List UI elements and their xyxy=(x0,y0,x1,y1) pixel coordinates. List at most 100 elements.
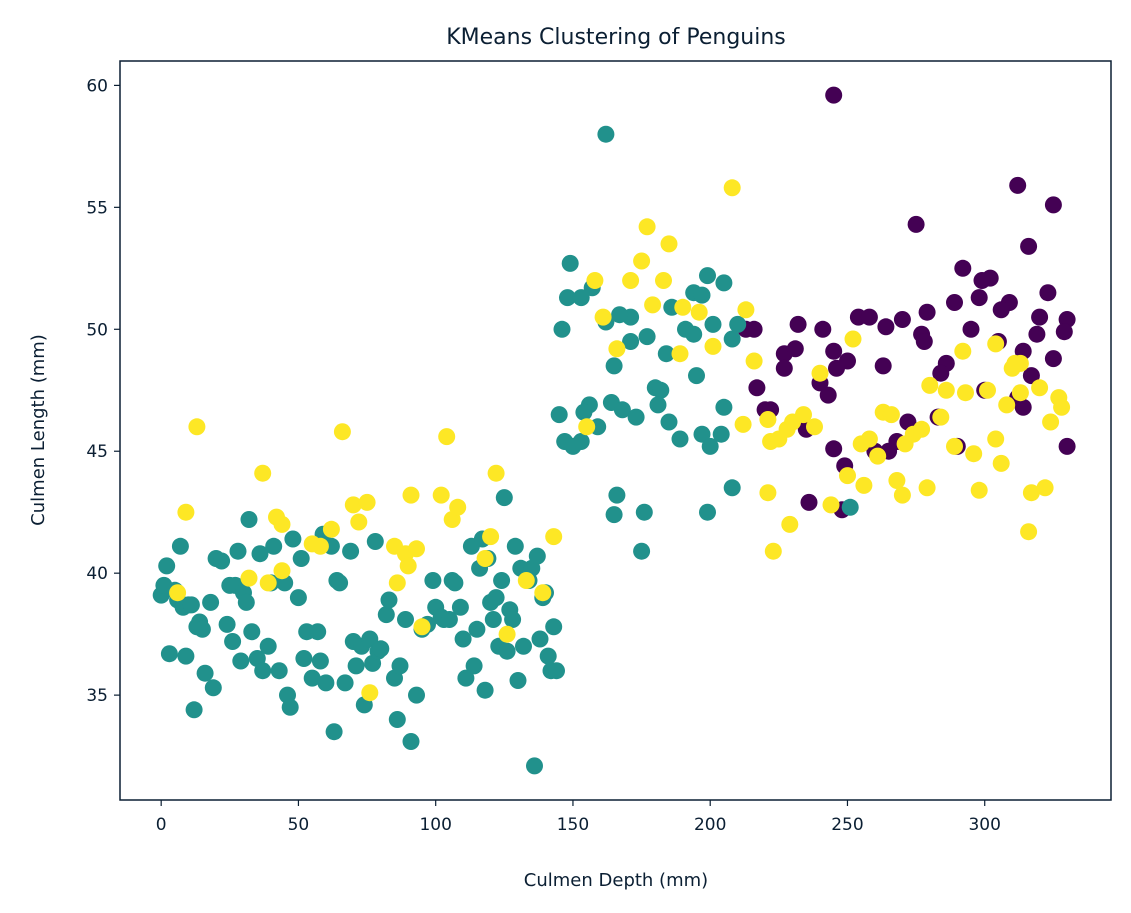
data-point xyxy=(759,411,777,428)
data-point xyxy=(979,381,996,399)
data-point xyxy=(413,618,431,636)
data-point xyxy=(729,315,747,333)
data-point xyxy=(1031,308,1049,326)
data-point xyxy=(825,342,843,360)
data-point xyxy=(402,733,420,750)
data-point xyxy=(397,611,414,628)
x-tick-label: 50 xyxy=(288,815,310,835)
data-point xyxy=(874,357,892,375)
data-point xyxy=(408,686,425,704)
data-point xyxy=(171,537,189,555)
data-point xyxy=(737,301,755,319)
data-point xyxy=(1044,196,1062,214)
data-point xyxy=(465,657,483,675)
data-point xyxy=(182,596,200,614)
data-point xyxy=(946,437,963,455)
data-point xyxy=(685,325,703,343)
data-point xyxy=(240,511,258,528)
data-point xyxy=(1020,237,1038,255)
data-point xyxy=(534,584,552,602)
data-point xyxy=(292,550,310,567)
data-point xyxy=(957,384,974,402)
data-point xyxy=(704,337,722,355)
data-point xyxy=(1042,413,1060,431)
data-point xyxy=(638,328,656,346)
data-point xyxy=(270,662,288,680)
data-point xyxy=(712,425,730,443)
data-point xyxy=(259,637,277,655)
data-point xyxy=(1022,484,1040,502)
data-point xyxy=(457,669,475,687)
data-point xyxy=(322,520,340,538)
data-point xyxy=(597,125,615,143)
data-point xyxy=(438,428,456,446)
data-point xyxy=(169,584,187,602)
data-point xyxy=(814,320,832,338)
y-tick-label: 55 xyxy=(86,198,108,218)
data-point xyxy=(325,723,343,741)
data-point xyxy=(655,272,672,289)
data-point xyxy=(844,330,862,348)
data-point xyxy=(517,572,535,589)
data-point xyxy=(424,572,442,589)
data-point xyxy=(336,674,354,692)
data-point xyxy=(295,650,313,667)
data-point xyxy=(745,320,763,338)
data-point xyxy=(454,630,472,648)
data-point xyxy=(303,535,321,553)
data-point xyxy=(855,476,873,494)
data-point xyxy=(388,711,406,728)
data-point xyxy=(213,552,231,570)
data-point xyxy=(440,611,458,628)
data-point xyxy=(476,681,494,699)
data-point xyxy=(605,506,623,524)
data-point xyxy=(251,545,269,563)
x-tick-label: 250 xyxy=(831,815,863,835)
data-point xyxy=(586,272,604,289)
data-point xyxy=(888,472,906,489)
data-point xyxy=(638,218,656,236)
data-point xyxy=(918,479,936,497)
data-point xyxy=(913,420,931,438)
data-point xyxy=(745,352,763,370)
data-point xyxy=(828,359,845,377)
data-point xyxy=(608,340,626,358)
data-point xyxy=(690,303,708,321)
data-point xyxy=(366,533,384,550)
data-point xyxy=(594,308,612,326)
data-point xyxy=(380,591,398,609)
data-point xyxy=(992,301,1010,319)
y-axis-label: Culmen Length (mm) xyxy=(28,334,49,526)
data-point xyxy=(860,430,878,448)
data-point xyxy=(764,542,782,560)
data-point xyxy=(309,623,327,641)
data-point xyxy=(408,540,425,558)
data-point xyxy=(468,620,486,638)
data-point xyxy=(775,359,793,377)
data-point xyxy=(954,259,972,277)
data-point xyxy=(893,486,911,504)
data-point xyxy=(688,367,705,385)
x-tick-label: 100 xyxy=(419,815,451,835)
data-point xyxy=(674,298,692,316)
data-point xyxy=(915,333,933,350)
data-point xyxy=(504,611,522,628)
data-point xyxy=(1022,367,1040,385)
data-point xyxy=(204,679,222,697)
data-point xyxy=(825,440,843,458)
data-point xyxy=(781,515,799,533)
data-point xyxy=(498,642,516,660)
data-point xyxy=(806,418,823,436)
data-point xyxy=(482,528,500,546)
data-point xyxy=(699,503,716,521)
data-point xyxy=(704,315,722,333)
data-point xyxy=(1055,323,1073,341)
data-point xyxy=(652,381,670,399)
data-point xyxy=(965,445,983,463)
plot-frame xyxy=(119,60,1112,801)
data-point xyxy=(1044,350,1062,368)
data-point xyxy=(954,342,972,360)
data-point xyxy=(839,467,856,485)
data-point xyxy=(701,437,719,455)
data-point xyxy=(1036,479,1054,497)
